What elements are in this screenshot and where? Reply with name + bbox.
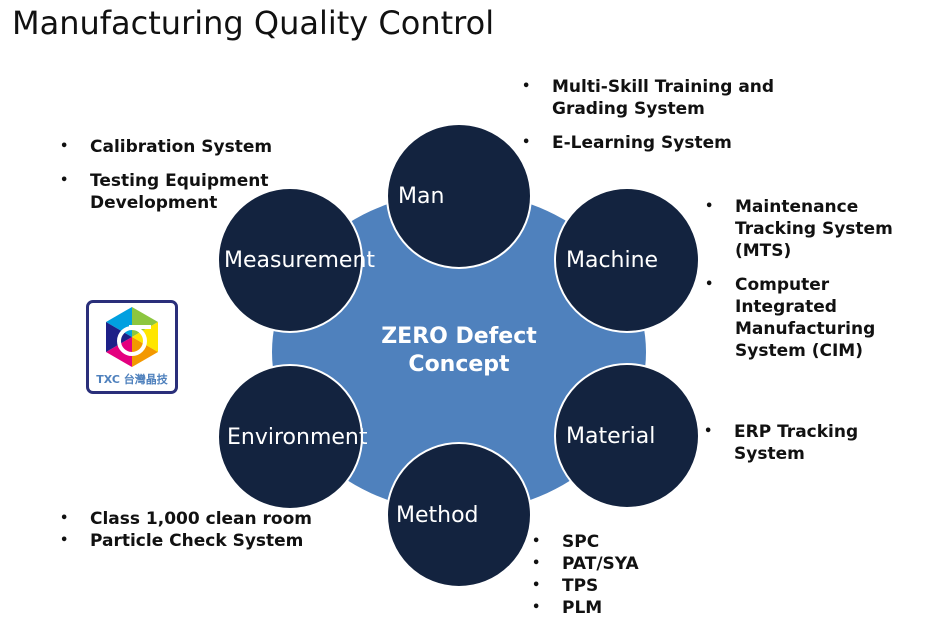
list-item: Computer Integrated Manufacturing System… [705,274,905,362]
list-item: TPS [532,575,682,597]
list-item: PLM [532,597,682,619]
node-material: Material [554,363,700,509]
node-environment: Environment [217,364,367,510]
list-item: Particle Check System [60,530,320,552]
center-line-2: Concept [408,352,510,377]
node-man: Man [386,123,532,269]
environment-list: Class 1,000 clean room Particle Check Sy… [60,508,320,552]
center-line-1: ZERO Defect [381,324,537,349]
list-item: Calibration System [60,136,280,158]
list-item: Maintenance Tracking System (MTS) [705,196,905,262]
method-list: SPC PAT/SYA TPS PLM [532,531,682,619]
list-item: PAT/SYA [532,553,682,575]
center-label: ZERO Defect Concept [359,323,559,379]
man-list: Multi-Skill Training and Grading System … [522,76,842,166]
txc-logo: TXC 台灣晶技 [86,300,178,394]
list-item: SPC [532,531,682,553]
list-item: Testing Equipment Development [60,170,280,214]
node-method: Method [386,442,532,588]
measurement-list: Calibration System Testing Equipment Dev… [60,136,280,226]
node-machine: Machine [554,187,700,333]
svg-text:TXC 台灣晶技: TXC 台灣晶技 [96,372,168,386]
list-item: E-Learning System [522,132,842,154]
list-item: ERP Tracking System [704,421,931,465]
txc-hexagon-logo-icon: TXC 台灣晶技 [96,307,169,386]
list-item: Class 1,000 clean room [60,508,320,530]
machine-list: Maintenance Tracking System (MTS) Comput… [705,196,905,374]
list-item: Multi-Skill Training and Grading System [522,76,842,120]
material-list: ERP Tracking System [704,421,931,477]
page-title: Manufacturing Quality Control [12,4,495,42]
